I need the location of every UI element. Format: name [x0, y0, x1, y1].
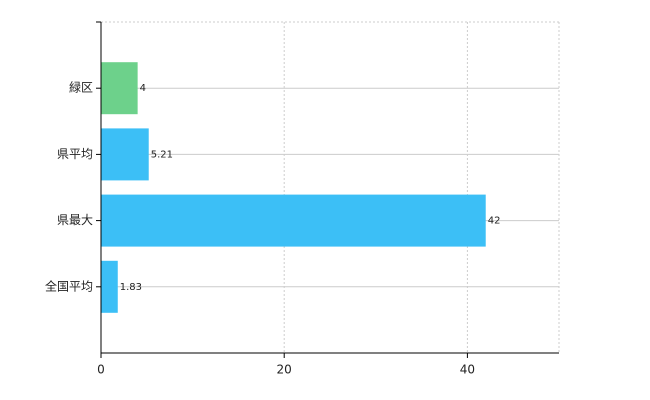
- y-tick-label: 県最大: [57, 213, 93, 227]
- value-label: 5.21: [151, 149, 173, 160]
- x-tick-label: 40: [460, 363, 475, 377]
- x-tick-label: 20: [277, 363, 292, 377]
- value-label: 42: [488, 216, 501, 227]
- bar: [101, 128, 149, 181]
- value-label: 4: [140, 83, 146, 94]
- bar: [101, 62, 138, 115]
- bar: [101, 194, 486, 247]
- y-tick-label: 緑区: [69, 80, 93, 95]
- bar: [101, 260, 118, 313]
- y-tick-label: 全国平均: [45, 278, 93, 293]
- x-tick-label: 0: [97, 363, 105, 377]
- y-tick-label: 県平均: [57, 147, 93, 161]
- value-label: 1.83: [120, 282, 142, 293]
